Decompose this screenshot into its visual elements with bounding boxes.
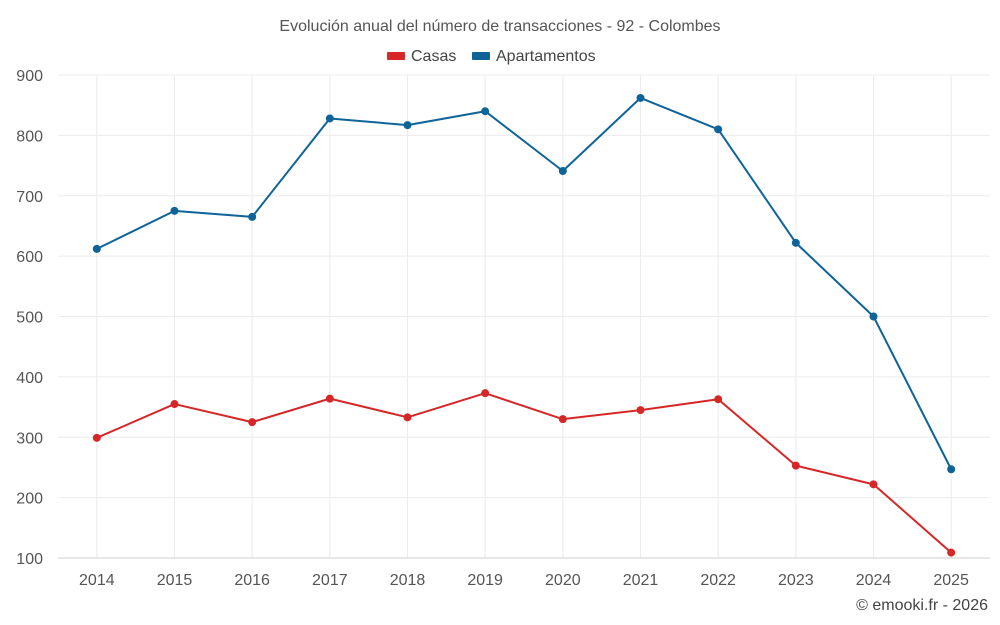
legend-label-casas[interactable]: Casas — [411, 48, 456, 65]
point-apartamentos-2017[interactable] — [325, 114, 334, 123]
y-tick-label: 300 — [16, 430, 43, 447]
point-apartamentos-2014[interactable] — [92, 244, 101, 253]
series-line-apartamentos — [96, 96, 953, 470]
point-apartamentos-2024[interactable] — [869, 312, 878, 321]
y-tick-label: 500 — [16, 310, 43, 327]
y-tick-label: 900 — [16, 68, 43, 85]
x-tick-label: 2021 — [623, 572, 659, 589]
x-tick-label: 2024 — [856, 572, 892, 589]
point-apartamentos-2015[interactable] — [170, 206, 179, 215]
legend: Casas Apartamentos — [387, 48, 596, 65]
point-apartamentos-2019[interactable] — [481, 107, 490, 116]
grid — [58, 74, 990, 559]
x-tick-label: 2022 — [700, 572, 736, 589]
legend-label-apartamentos[interactable]: Apartamentos — [496, 48, 596, 65]
point-apartamentos-2025[interactable] — [947, 465, 956, 474]
x-tick-label: 2015 — [157, 572, 193, 589]
x-tick-label: 2014 — [79, 572, 115, 589]
y-tick-label: 700 — [16, 189, 43, 206]
series-line-casas — [96, 392, 952, 554]
y-tick-label: 600 — [16, 249, 43, 266]
y-tick-label: 800 — [16, 128, 43, 145]
point-apartamentos-2022[interactable] — [714, 125, 723, 134]
point-apartamentos-2020[interactable] — [558, 166, 567, 175]
x-tick-label: 2017 — [312, 572, 348, 589]
x-tick-label: 2025 — [933, 572, 969, 589]
point-casas-2016[interactable] — [248, 418, 257, 427]
point-casas-2022[interactable] — [714, 395, 723, 404]
x-tick-label: 2023 — [778, 572, 814, 589]
x-tick-label: 2019 — [467, 572, 503, 589]
y-tick-label: 100 — [16, 551, 43, 568]
y-tick-label: 400 — [16, 370, 43, 387]
point-casas-2018[interactable] — [403, 413, 412, 422]
point-casas-2025[interactable] — [947, 548, 956, 557]
chart-title: Evolución anual del número de transaccio… — [279, 18, 720, 35]
series — [92, 93, 956, 557]
legend-swatch-apartamentos — [472, 52, 490, 60]
point-casas-2014[interactable] — [92, 433, 101, 442]
y-tick-label: 200 — [16, 491, 43, 508]
x-tick-label: 2018 — [390, 572, 426, 589]
point-apartamentos-2018[interactable] — [403, 121, 412, 130]
credit-text: © emooki.fr - 2026 — [856, 597, 988, 614]
point-apartamentos-2021[interactable] — [636, 93, 645, 102]
point-apartamentos-2016[interactable] — [248, 212, 257, 221]
point-casas-2020[interactable] — [558, 415, 567, 424]
x-tick-label: 2020 — [545, 572, 581, 589]
x-tick-label: 2016 — [234, 572, 270, 589]
point-casas-2015[interactable] — [170, 400, 179, 409]
point-casas-2019[interactable] — [481, 389, 490, 398]
legend-swatch-casas — [387, 52, 405, 60]
point-apartamentos-2023[interactable] — [791, 238, 800, 247]
point-casas-2024[interactable] — [869, 480, 878, 489]
point-casas-2023[interactable] — [791, 461, 800, 470]
axes: 100 200 300 400 500 600 700 800 900 2014 2015 2016 2… — [16, 68, 990, 589]
point-casas-2017[interactable] — [325, 394, 334, 403]
point-casas-2021[interactable] — [636, 406, 645, 415]
